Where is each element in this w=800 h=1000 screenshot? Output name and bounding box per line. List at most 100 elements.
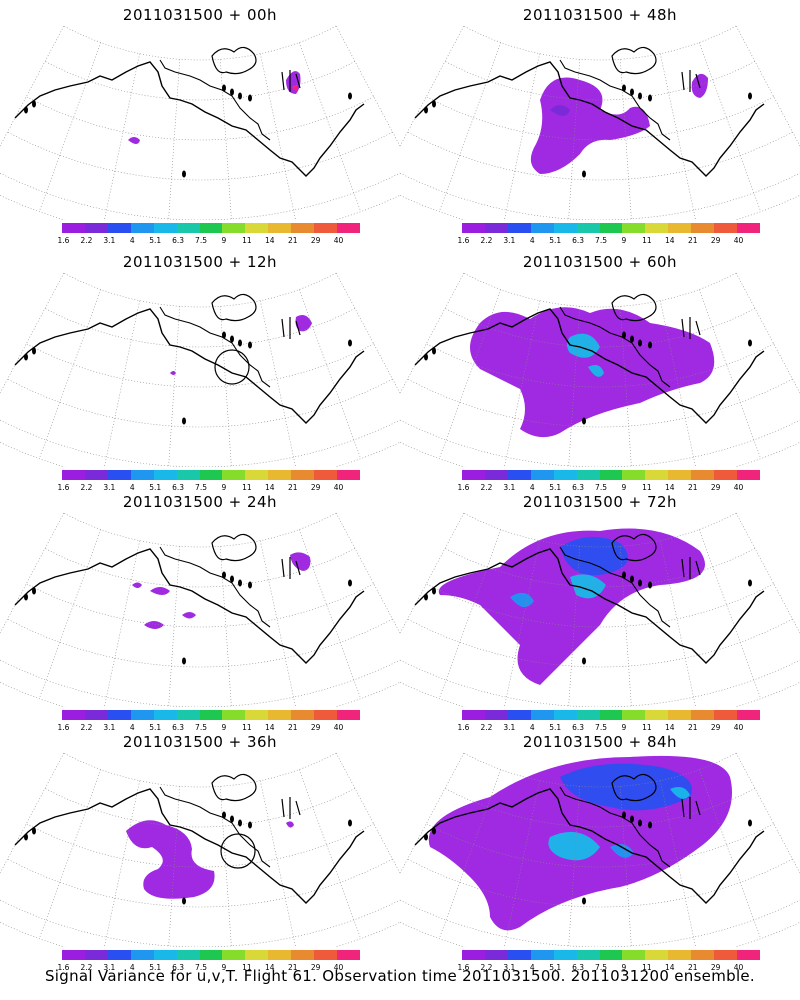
coastline bbox=[159, 59, 271, 141]
colorbar-label: 21 bbox=[687, 963, 698, 972]
latitude-line bbox=[0, 172, 400, 220]
island bbox=[32, 827, 36, 835]
map-24h bbox=[0, 512, 400, 707]
colorbar-label: 5.1 bbox=[549, 483, 562, 492]
colorbar-swatch bbox=[130, 710, 154, 720]
colorbar-swatch bbox=[691, 710, 715, 720]
colorbar-label: 9 bbox=[621, 483, 627, 492]
colorbar-label: 40 bbox=[333, 963, 344, 972]
colorbar-swatch bbox=[245, 710, 269, 720]
observation-circle bbox=[214, 349, 250, 385]
island bbox=[424, 593, 428, 601]
latitude-line bbox=[0, 681, 400, 707]
colorbar-swatch bbox=[199, 950, 223, 960]
colorbar bbox=[62, 950, 360, 960]
colorbar bbox=[462, 470, 760, 480]
latitude-line bbox=[463, 272, 737, 308]
colorbar-swatch bbox=[291, 950, 315, 960]
colorbar-label: 4 bbox=[129, 963, 135, 972]
latitude-line bbox=[0, 419, 400, 467]
colorbar-swatch bbox=[199, 710, 223, 720]
meridian-line bbox=[219, 546, 232, 707]
colorbar bbox=[62, 710, 360, 720]
variance-area bbox=[126, 820, 215, 899]
island bbox=[32, 587, 36, 595]
colorbar-swatch bbox=[176, 470, 200, 480]
variance-area bbox=[548, 831, 600, 861]
latitude-line bbox=[426, 343, 774, 388]
colorbar bbox=[462, 223, 760, 233]
latitude-line bbox=[400, 441, 800, 467]
variance-area bbox=[670, 787, 690, 799]
colorbar-swatch bbox=[176, 710, 200, 720]
latitude-line bbox=[26, 823, 374, 868]
colorbar-swatch bbox=[222, 470, 246, 480]
colorbar-swatch bbox=[737, 950, 760, 960]
map-84h bbox=[400, 752, 800, 947]
colorbar-swatch bbox=[462, 710, 485, 720]
latitude-line bbox=[0, 659, 400, 707]
colorbar-swatch bbox=[314, 950, 338, 960]
colorbar-swatch bbox=[245, 950, 269, 960]
panel-title: 2011031500 + 00h bbox=[122, 6, 278, 24]
island bbox=[424, 106, 428, 114]
colorbar-swatch bbox=[622, 950, 646, 960]
panel-title: 2011031500 + 60h bbox=[522, 253, 678, 271]
latitude-line bbox=[463, 512, 737, 548]
colorbar-label: 2.2 bbox=[480, 723, 493, 732]
colorbar-label: 11 bbox=[242, 483, 252, 492]
island bbox=[182, 417, 186, 425]
island bbox=[230, 335, 234, 343]
colorbar-swatch bbox=[462, 950, 485, 960]
island bbox=[622, 571, 626, 579]
colorbar-label: 9 bbox=[621, 723, 627, 732]
colorbar-swatch bbox=[337, 950, 360, 960]
colorbar-swatch bbox=[199, 470, 223, 480]
latitude-line bbox=[400, 681, 800, 707]
colorbar-swatch bbox=[714, 223, 738, 233]
meridian-line bbox=[298, 42, 362, 212]
island bbox=[348, 92, 352, 100]
colorbar-label: 5.1 bbox=[149, 723, 162, 732]
colorbar-label: 21 bbox=[287, 723, 298, 732]
colorbar-swatch bbox=[484, 223, 508, 233]
colorbar-swatch bbox=[530, 470, 554, 480]
latitude-line bbox=[426, 583, 774, 628]
colorbar-label: 7.5 bbox=[195, 963, 207, 972]
meridian-line bbox=[438, 42, 502, 212]
island bbox=[230, 575, 234, 583]
meridian-line bbox=[38, 42, 102, 212]
latitude-line bbox=[63, 25, 337, 61]
colorbar-label: 29 bbox=[710, 483, 721, 492]
meridian-line bbox=[568, 59, 581, 220]
colorbar-swatch bbox=[245, 223, 269, 233]
map-00h bbox=[0, 25, 400, 220]
meridian-line bbox=[735, 25, 800, 147]
coastline bbox=[281, 797, 301, 819]
colorbar-label: 7.5 bbox=[195, 723, 207, 732]
colorbar-labels: 1.6 2.2 3.1 4 5.1 6.3 7.5 9 11 14 21 29 40 bbox=[458, 483, 760, 492]
coastline bbox=[559, 59, 671, 141]
colorbar-swatch bbox=[337, 470, 360, 480]
island bbox=[222, 331, 226, 339]
colorbar-swatch bbox=[462, 470, 485, 480]
island bbox=[24, 106, 28, 114]
island bbox=[24, 593, 28, 601]
colorbar-label: 6.3 bbox=[172, 483, 185, 492]
meridian-line bbox=[438, 769, 502, 939]
panel-title: 2011031500 + 84h bbox=[522, 733, 678, 751]
variance-area bbox=[286, 821, 294, 828]
island bbox=[648, 821, 652, 829]
coastline bbox=[159, 546, 271, 628]
island bbox=[432, 100, 436, 108]
meridian-line bbox=[104, 300, 140, 467]
panel-title: 2011031500 + 72h bbox=[522, 493, 678, 511]
colorbar-label: 9 bbox=[221, 963, 227, 972]
colorbar-label: 11 bbox=[642, 236, 652, 245]
colorbar-label: 3.1 bbox=[103, 483, 116, 492]
colorbar-swatch bbox=[576, 470, 600, 480]
latitude-line bbox=[426, 96, 774, 141]
coastline bbox=[681, 317, 701, 339]
variance-area bbox=[438, 528, 705, 685]
coastline bbox=[414, 548, 765, 664]
